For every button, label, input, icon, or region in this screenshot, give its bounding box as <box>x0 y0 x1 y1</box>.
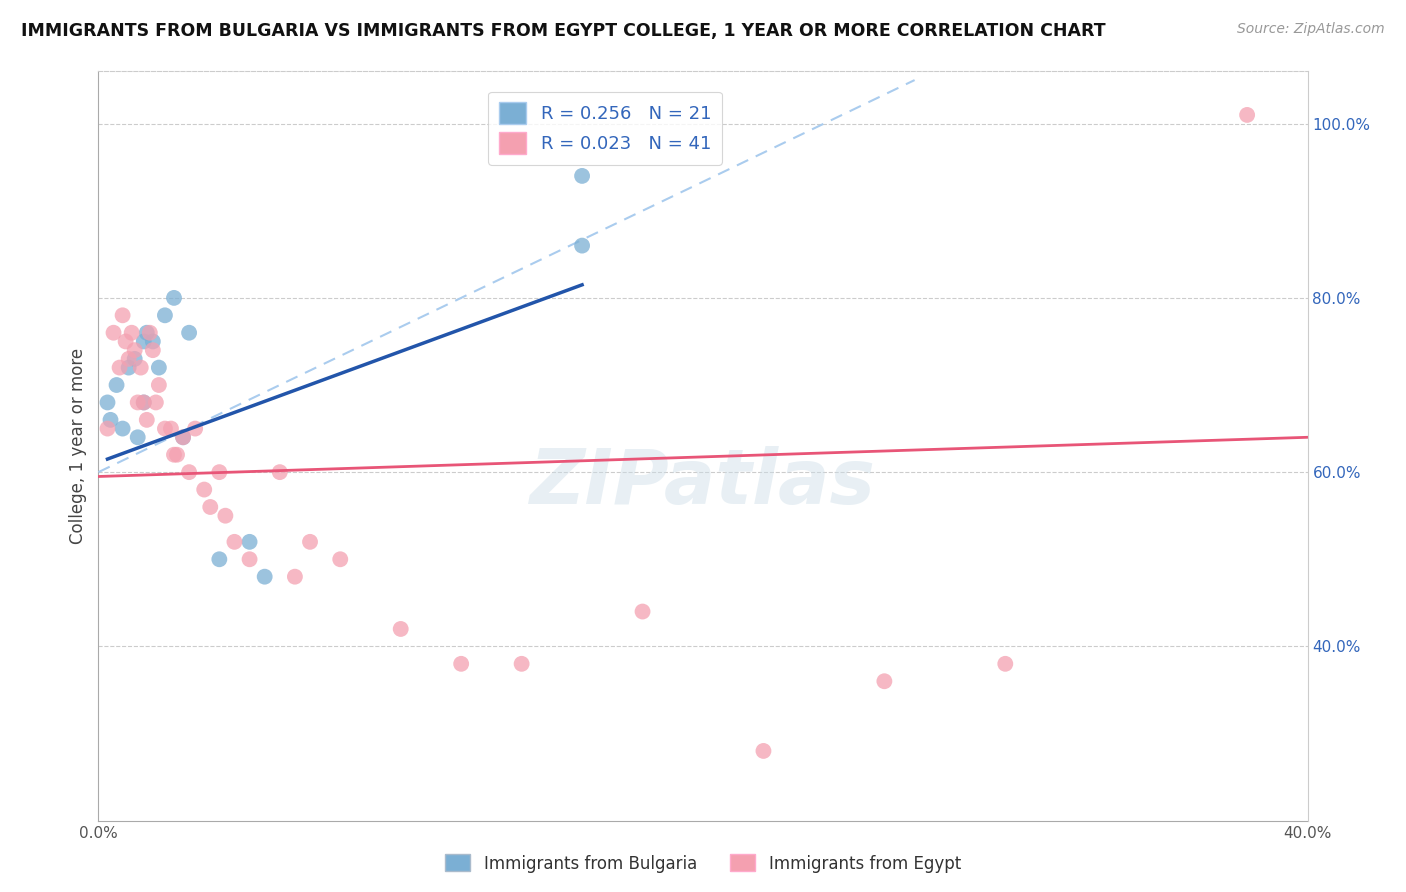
Point <box>208 465 231 479</box>
Point <box>139 326 162 340</box>
Point <box>127 395 149 409</box>
Point <box>193 483 215 497</box>
Point <box>329 552 352 566</box>
Point <box>450 657 472 671</box>
Point <box>510 657 533 671</box>
Point <box>148 378 170 392</box>
Text: ZIPatlas: ZIPatlas <box>530 447 876 520</box>
Point <box>96 421 118 435</box>
Point <box>269 465 291 479</box>
Point <box>163 448 186 462</box>
Point <box>571 238 593 252</box>
Point <box>224 534 246 549</box>
Point <box>184 421 207 435</box>
Point <box>121 326 143 340</box>
Point <box>105 378 128 392</box>
Point <box>148 360 170 375</box>
Point <box>135 413 157 427</box>
Point <box>389 622 412 636</box>
Text: IMMIGRANTS FROM BULGARIA VS IMMIGRANTS FROM EGYPT COLLEGE, 1 YEAR OR MORE CORREL: IMMIGRANTS FROM BULGARIA VS IMMIGRANTS F… <box>21 22 1105 40</box>
Point <box>166 448 188 462</box>
Point <box>571 169 593 183</box>
Point <box>153 421 176 435</box>
Point <box>135 326 157 340</box>
Text: Source: ZipAtlas.com: Source: ZipAtlas.com <box>1237 22 1385 37</box>
Point <box>160 421 183 435</box>
Point <box>1236 108 1258 122</box>
Point <box>994 657 1017 671</box>
Point <box>299 534 322 549</box>
Point <box>111 308 134 322</box>
Point <box>127 430 149 444</box>
Point <box>179 326 201 340</box>
Point <box>142 343 165 358</box>
Point <box>200 500 222 514</box>
Point <box>239 552 262 566</box>
Y-axis label: College, 1 year or more: College, 1 year or more <box>69 348 87 544</box>
Point <box>118 360 141 375</box>
Point <box>172 430 194 444</box>
Legend: Immigrants from Bulgaria, Immigrants from Egypt: Immigrants from Bulgaria, Immigrants fro… <box>439 847 967 880</box>
Point <box>132 334 155 349</box>
Point <box>132 395 155 409</box>
Point <box>111 421 134 435</box>
Point <box>153 308 176 322</box>
Legend: R = 0.256   N = 21, R = 0.023   N = 41: R = 0.256 N = 21, R = 0.023 N = 41 <box>488 92 723 164</box>
Point <box>124 351 146 366</box>
Point <box>752 744 775 758</box>
Point <box>142 334 165 349</box>
Point <box>208 552 231 566</box>
Point <box>100 413 122 427</box>
Point <box>631 605 654 619</box>
Point <box>239 534 262 549</box>
Point <box>103 326 125 340</box>
Point <box>145 395 167 409</box>
Point <box>172 430 194 444</box>
Point <box>96 395 118 409</box>
Point <box>253 570 276 584</box>
Point <box>284 570 307 584</box>
Point <box>114 334 136 349</box>
Point <box>108 360 131 375</box>
Point <box>132 395 155 409</box>
Point <box>873 674 896 689</box>
Point <box>179 465 201 479</box>
Point <box>124 343 146 358</box>
Point <box>163 291 186 305</box>
Point <box>129 360 152 375</box>
Point <box>118 351 141 366</box>
Point <box>214 508 236 523</box>
